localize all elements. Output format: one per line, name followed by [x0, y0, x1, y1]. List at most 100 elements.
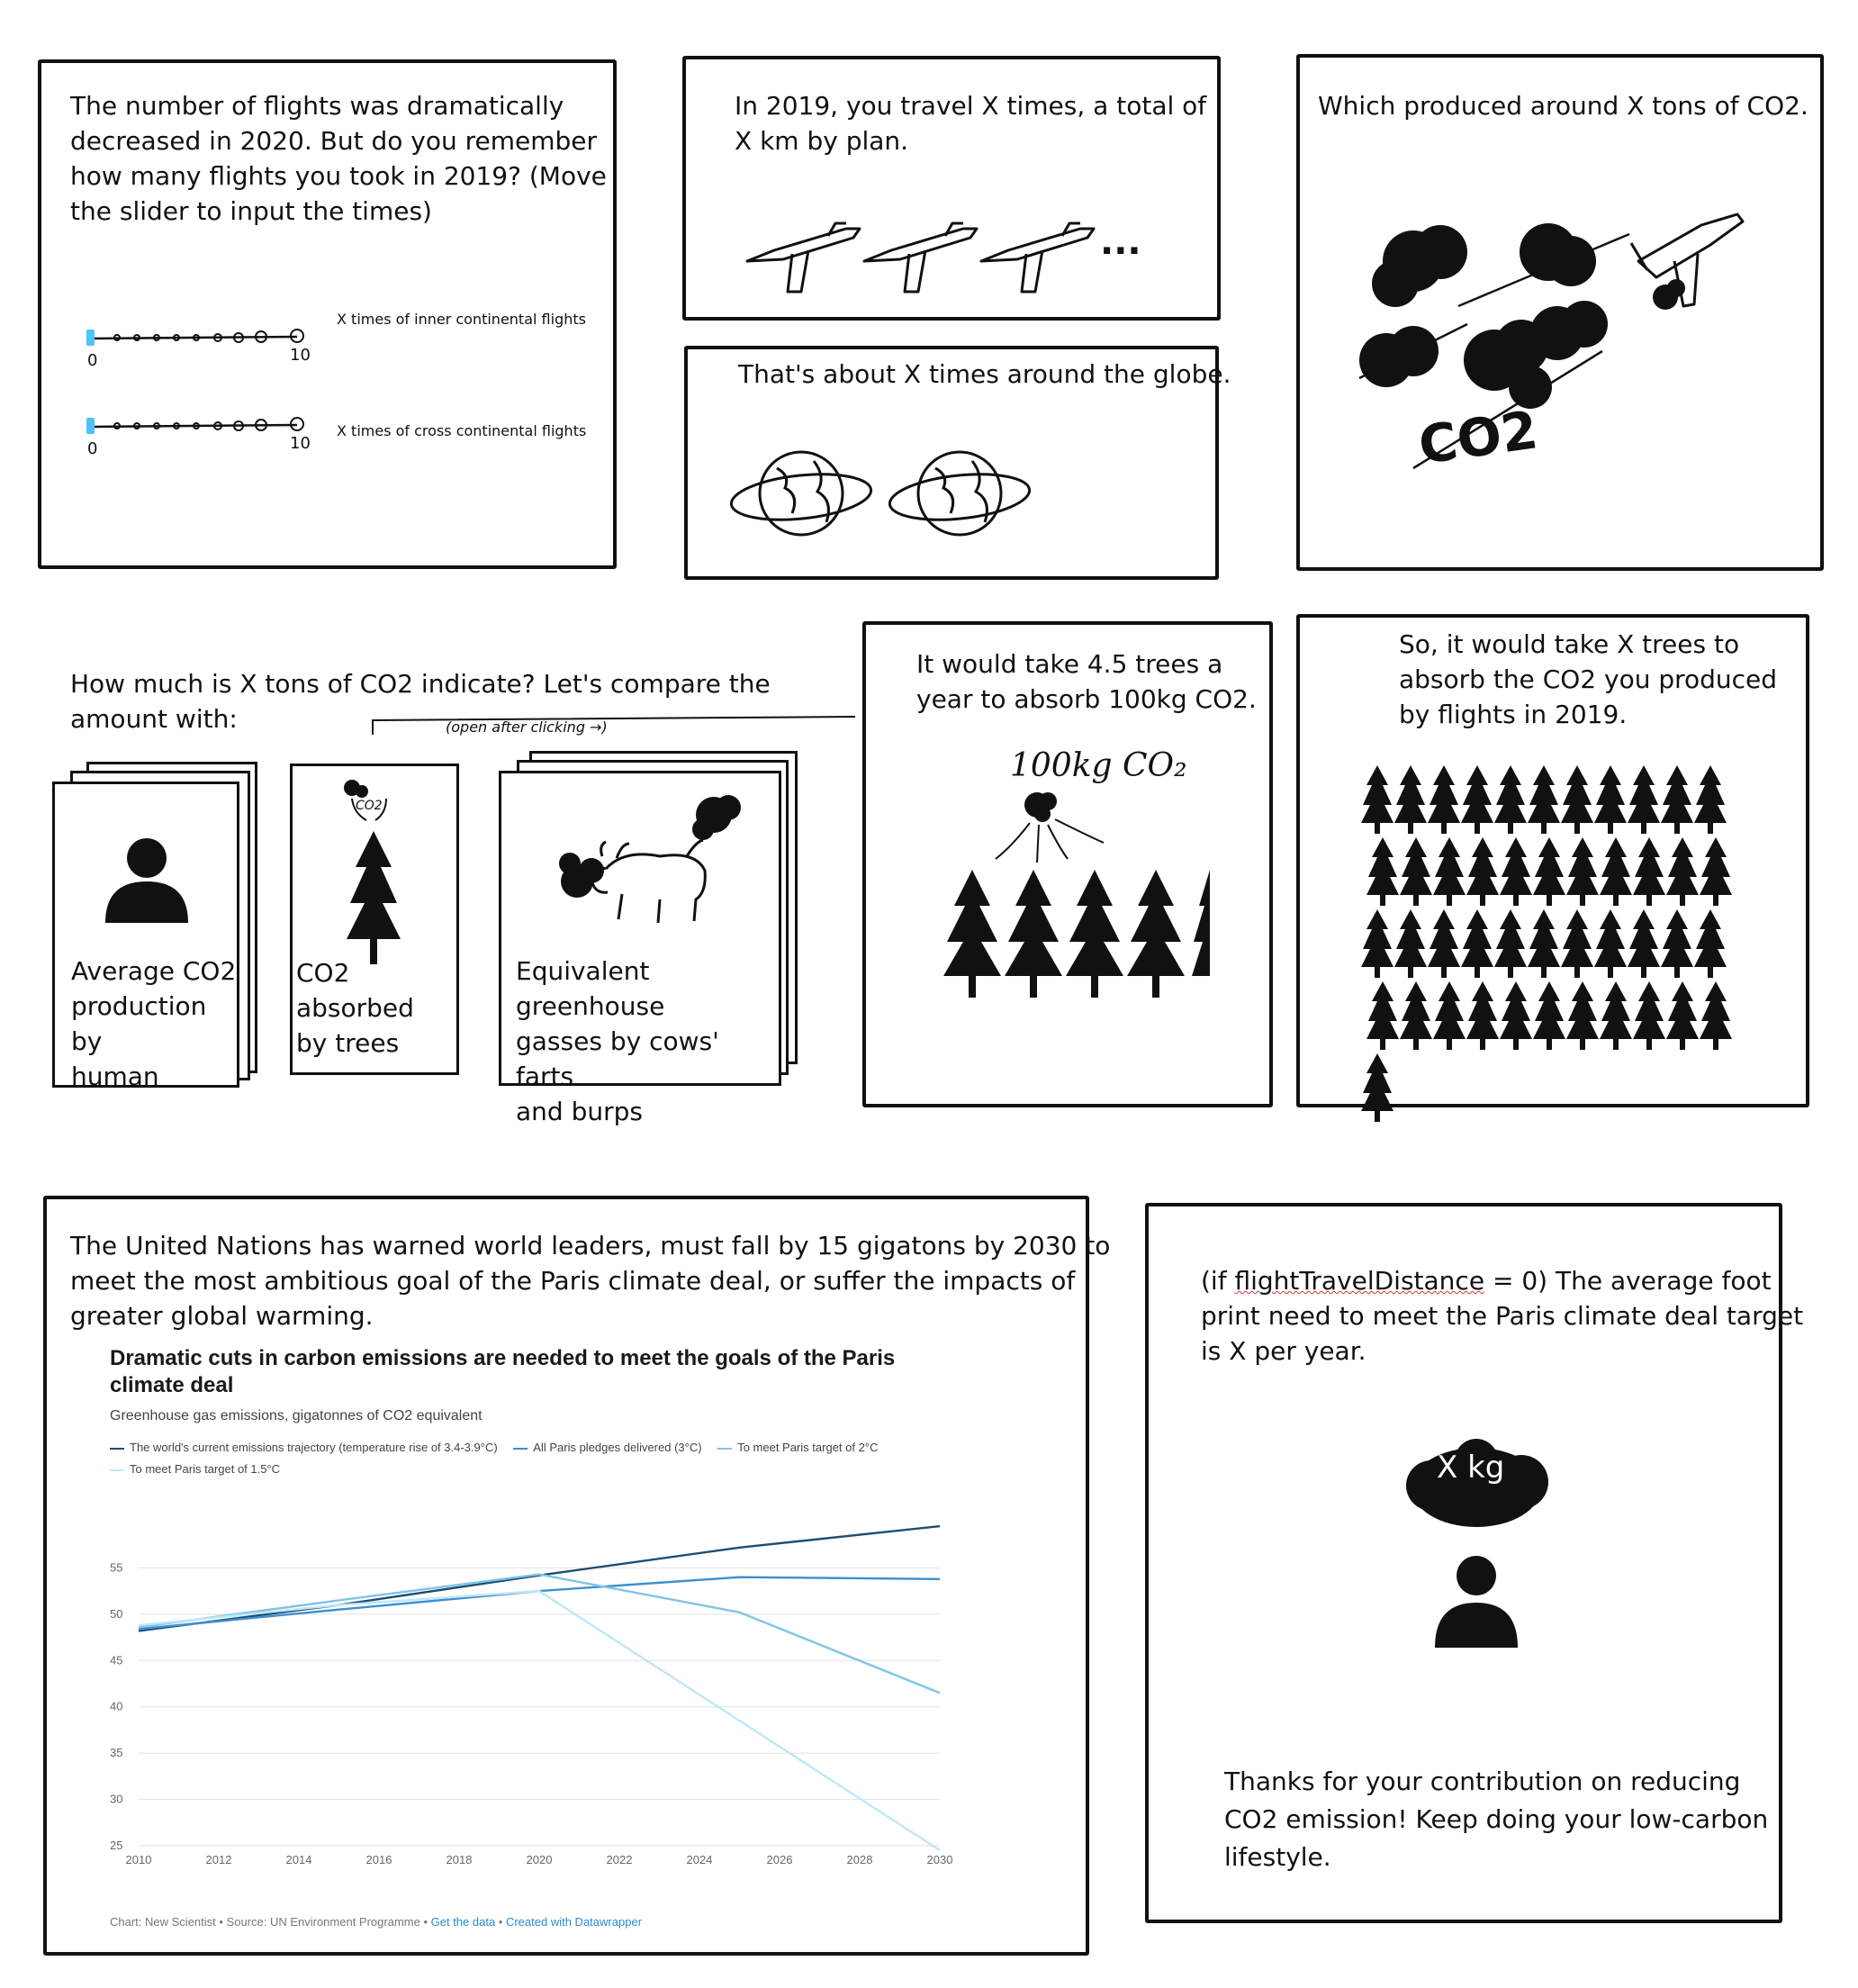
pine-tree-icon — [1533, 981, 1565, 1050]
pine-tree-icon — [1633, 981, 1665, 1050]
cross-continental-slider-handle[interactable] — [86, 418, 95, 434]
emissions-line-chart: 25 30 35 40 45 50 55 2010 2012 2014 2016 2018 2020 20… — [110, 1524, 952, 1866]
pine-tree-icon — [1005, 870, 1062, 998]
x-tick-label: 2026 — [767, 1853, 793, 1866]
cow-illustration — [559, 795, 741, 924]
panel-compare-text: How much is X tons of CO2 indicate? Let'… — [70, 669, 771, 734]
pine-tree-icon — [1466, 837, 1499, 906]
y-tick-label: 45 — [110, 1653, 122, 1667]
pine-tree-icon — [1600, 837, 1632, 906]
connector-line — [372, 716, 856, 735]
panel-trees-per-100kg — [862, 621, 1273, 1107]
person-icon — [1435, 1556, 1518, 1648]
pine-tree-icon — [1700, 981, 1732, 1050]
pine-tree-icon — [1561, 909, 1593, 978]
pine-tree-icon — [1566, 981, 1599, 1050]
pine-tree-icon — [1428, 909, 1460, 978]
pine-tree-icon — [1494, 909, 1527, 978]
panel-footprint-text: (if flightTravelDistance = 0) The averag… — [1201, 1266, 1804, 1366]
smoke-cloud-icon — [1406, 1439, 1548, 1527]
pine-tree-icon — [1500, 981, 1532, 1050]
cow-icon — [590, 838, 707, 924]
cross-slider-max: 10 — [290, 434, 311, 453]
inner-continental-slider-handle[interactable] — [86, 330, 95, 346]
inner-continental-slider[interactable] — [81, 306, 315, 369]
kg-cloud-person-illustration — [1406, 1439, 1548, 1648]
pine-tree-icon — [1628, 909, 1660, 978]
open-after-clicking-note: (open after clicking →) — [446, 718, 608, 736]
pine-tree-icon — [1661, 909, 1693, 978]
pine-tree-icon — [1600, 981, 1632, 1050]
handwritten-100kg-co2: 100kg CO₂ — [1010, 747, 1187, 784]
flight-travel-distance-var: flightTravelDistance — [1234, 1266, 1485, 1296]
card-average-human[interactable]: Average CO2 production by human — [52, 782, 239, 1091]
pine-tree-icon — [1361, 765, 1394, 834]
pine-tree-icon — [1500, 837, 1532, 906]
pine-tree-icon — [1366, 981, 1399, 1050]
y-tick-label: 25 — [110, 1839, 122, 1852]
legend-item-current: The world's current emissions trajectory… — [110, 1441, 498, 1454]
pine-tree-icon — [1528, 909, 1560, 978]
legend-item-2c: To meet Paris target of 2°C — [717, 1441, 878, 1454]
x-tick-label: 2010 — [126, 1853, 152, 1866]
card-cow-emissions[interactable]: Equivalent greenhouse gasses by cows' fa… — [499, 771, 781, 1126]
pine-tree-icon — [1400, 981, 1432, 1050]
airplane-icon — [979, 221, 1096, 294]
x-tick-label: 2022 — [607, 1853, 633, 1866]
x-tick-label: 2018 — [446, 1853, 473, 1866]
panel-trees-per-100kg-text: It would take 4.5 trees a year to absorb… — [916, 649, 1257, 714]
pine-tree-icon — [1361, 909, 1394, 978]
airplanes-ellipsis: ... — [1100, 221, 1141, 263]
half-pine-tree-icon — [1192, 870, 1210, 976]
chart-title: Dramatic cuts in carbon emissions are ne… — [110, 1346, 896, 1397]
pine-tree-icon — [1461, 765, 1493, 834]
get-the-data-link[interactable]: Get the data — [430, 1915, 496, 1929]
person-icon — [105, 838, 188, 923]
panel-travel-text: In 2019, you travel X times, a total of … — [735, 91, 1207, 156]
pine-tree-icon — [1394, 909, 1427, 978]
y-tick-label: 50 — [110, 1607, 122, 1621]
card-cow-emissions-label: Equivalent greenhouse gasses by cows' fa… — [516, 956, 719, 1126]
panel-flight-count — [38, 59, 617, 569]
pine-tree-icon — [1466, 981, 1499, 1050]
x-tick-label: 2020 — [527, 1853, 553, 1866]
globe-icon — [729, 450, 873, 537]
panel-trees-needed-text: So, it would take X trees to absorb the … — [1399, 629, 1778, 729]
card-trees[interactable]: CO2 CO2 absorbed by trees — [290, 764, 459, 1075]
card-average-human-label: Average CO2 production by human — [71, 956, 237, 1091]
pine-tree-icon — [1366, 837, 1399, 906]
panel-travel — [682, 56, 1221, 321]
chart-legend: The world's current emissions trajectory… — [110, 1437, 956, 1480]
pine-tree-icon — [1533, 837, 1565, 906]
pine-tree-icon — [1561, 765, 1593, 834]
pine-tree-icon — [1394, 765, 1427, 834]
panel-un-chart — [43, 1196, 1089, 1956]
y-tick-label: 30 — [110, 1793, 122, 1806]
x-tick-label: 2016 — [366, 1853, 392, 1866]
datawrapper-link[interactable]: Created with Datawrapper — [505, 1915, 642, 1929]
pine-tree-icon — [1594, 909, 1627, 978]
y-tick-label: 40 — [110, 1700, 122, 1713]
smoke-cloud-icon — [1359, 223, 1608, 409]
airplanes-illustration — [745, 221, 1096, 294]
legend-item-1-5c: To meet Paris target of 1.5°C — [110, 1462, 280, 1476]
pine-tree-icon — [1594, 765, 1627, 834]
pine-tree-icon — [1428, 765, 1460, 834]
x-tick-label: 2024 — [687, 1853, 713, 1866]
panel-flight-count-text: The number of flights was dramatically d… — [70, 91, 607, 226]
x-tick-label: 2014 — [286, 1853, 312, 1866]
legend-item-pledges: All Paris pledges delivered (3°C) — [513, 1441, 702, 1454]
series-line-3 — [138, 1589, 941, 1852]
globe-icon — [888, 450, 1032, 537]
tree-co2-small: CO2 — [356, 799, 383, 813]
inner-slider-max: 10 — [290, 346, 311, 365]
cross-continental-slider[interactable] — [81, 394, 315, 457]
forest-illustration — [1361, 765, 1732, 1122]
y-tick-label: 35 — [110, 1746, 122, 1759]
pine-tree-icon — [1694, 909, 1727, 978]
pine-tree-icon — [1528, 765, 1560, 834]
jet-airplane-icon — [1629, 212, 1745, 308]
chart-subtitle: Greenhouse gas emissions, gigatonnes of … — [110, 1408, 483, 1423]
x-tick-label: 2012 — [206, 1853, 232, 1866]
airplane-icon — [745, 221, 861, 294]
